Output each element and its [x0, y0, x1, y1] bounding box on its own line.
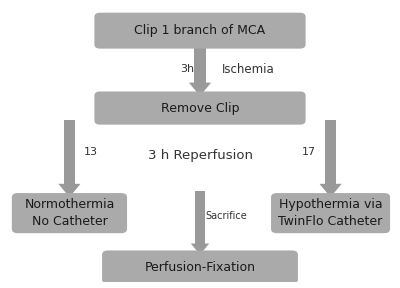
Text: Perfusion-Fixation: Perfusion-Fixation	[144, 261, 256, 274]
Bar	[194, 44, 206, 83]
Text: Clip 1 branch of MCA: Clip 1 branch of MCA	[134, 24, 266, 37]
Text: 13: 13	[84, 147, 98, 157]
FancyBboxPatch shape	[271, 193, 390, 233]
Bar	[64, 120, 75, 184]
FancyBboxPatch shape	[102, 251, 298, 284]
Text: 17: 17	[302, 147, 316, 157]
Text: Remove Clip: Remove Clip	[161, 102, 239, 115]
Bar	[325, 120, 336, 184]
Text: Normothermia
No Catheter: Normothermia No Catheter	[24, 198, 115, 228]
Text: 3h: 3h	[180, 64, 194, 74]
FancyBboxPatch shape	[94, 92, 306, 125]
Bar	[195, 191, 205, 244]
Polygon shape	[58, 184, 80, 197]
Text: 3 h Reperfusion: 3 h Reperfusion	[148, 149, 252, 162]
Polygon shape	[191, 244, 209, 255]
FancyBboxPatch shape	[94, 13, 306, 49]
Text: Hypothermia via
TwinFlo Catheter: Hypothermia via TwinFlo Catheter	[278, 198, 383, 228]
Polygon shape	[189, 83, 211, 96]
Text: Ischemia: Ischemia	[222, 63, 275, 76]
Text: Sacrifice: Sacrifice	[205, 211, 247, 221]
FancyBboxPatch shape	[12, 193, 127, 233]
Polygon shape	[320, 184, 342, 197]
